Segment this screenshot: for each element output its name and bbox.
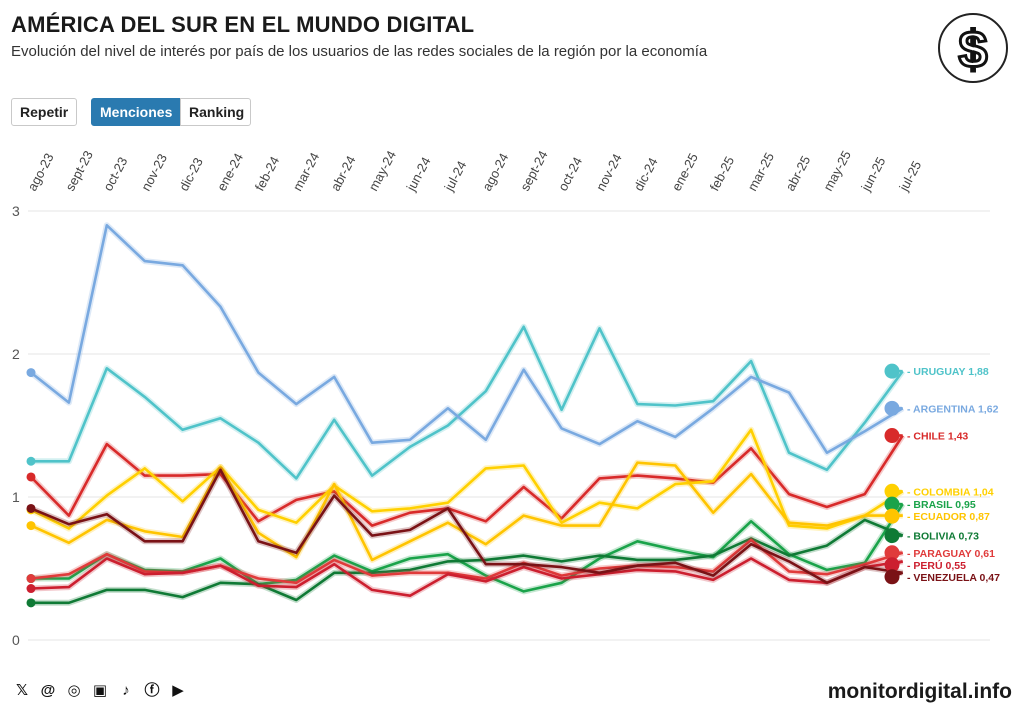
series-end-point: [884, 428, 900, 444]
dollar-logo-icon: $: [938, 13, 1008, 83]
series-end-label: - ECUADOR 0,87: [907, 511, 990, 523]
x-tick-label: mar-25: [745, 150, 778, 193]
x-tick-label: mar-24: [290, 150, 323, 193]
series-start-point: [26, 521, 36, 531]
y-tick-label: 0: [12, 632, 20, 648]
x-tick-label: may-25: [820, 148, 854, 193]
series-line-chile: [30, 434, 904, 527]
repeat-button[interactable]: Repetir: [11, 98, 77, 126]
series-end-label: - PERÚ 0,55: [907, 559, 966, 572]
tiktok-icon[interactable]: ♪: [122, 682, 130, 699]
x-tick-label: dic-24: [631, 155, 661, 193]
x-tick-label: abr-25: [782, 153, 813, 193]
y-tick-label: 1: [12, 489, 20, 505]
social-links: 𝕏 @ ◎ ▣ ♪ ⓕ ▶: [10, 678, 190, 704]
series-end-label: - CHILE 1,43: [907, 431, 968, 443]
y-tick-label: 3: [12, 203, 20, 219]
x-tick-label: ene-24: [214, 151, 246, 194]
series-start-point: [26, 456, 36, 466]
series-line-bolivia: [31, 518, 904, 605]
x-tick-label: jun-25: [858, 154, 889, 194]
x-tick-label: oct-24: [555, 154, 585, 193]
series-end-point: [884, 557, 900, 573]
x-tick-label: nov-24: [593, 151, 625, 193]
series-end-label: - VENEZUELA 0,47: [907, 572, 1000, 584]
x-tick-label: may-24: [366, 148, 400, 193]
series-end-point: [884, 496, 900, 512]
x-tick-label: ene-25: [669, 151, 701, 194]
youtube-icon[interactable]: ▶: [172, 682, 184, 699]
y-tick-label: 2: [12, 346, 20, 362]
series-end-label: - PARAGUAY 0,61: [907, 548, 995, 560]
x-tick-label: feb-25: [707, 154, 738, 194]
site-url[interactable]: monitordigital.info: [827, 680, 1012, 703]
series-line-brasil: [31, 503, 904, 593]
series-end-point: [884, 508, 900, 524]
mentions-tab[interactable]: Menciones: [91, 98, 180, 126]
series-line-argentina: [30, 224, 904, 455]
series-line-halo: [31, 323, 906, 482]
series-end-point: [884, 528, 900, 544]
series-start-point: [26, 598, 36, 608]
facebook-icon[interactable]: ⓕ: [144, 682, 160, 699]
ranking-tab[interactable]: Ranking: [180, 98, 251, 126]
threads-icon[interactable]: @: [40, 682, 56, 699]
line-chart: ago-23 sept-23 oct-23 nov-23 dic-23 ene-24 feb…: [12, 148, 1000, 648]
x-tick-label: nov-23: [138, 151, 170, 193]
news-icon[interactable]: ▣: [92, 682, 108, 699]
series-start-point: [26, 472, 36, 482]
x-tick-label: feb-24: [252, 154, 283, 194]
x-tick-label: jul-25: [896, 158, 925, 194]
series-line-venezuela: [30, 468, 903, 585]
series-start-point: [26, 368, 36, 378]
series-end-label: - COLOMBIA 1,04: [907, 486, 994, 498]
x-tick-label: jun-24: [403, 154, 434, 194]
series-end-point: [884, 545, 900, 561]
series-end-point: [884, 569, 900, 585]
x-tick-label: abr-24: [328, 153, 359, 193]
series-line-ecuador: [30, 461, 903, 562]
series-line-perú: [30, 557, 903, 598]
series-line-colombia: [30, 428, 904, 530]
instagram-icon[interactable]: ◎: [67, 682, 81, 699]
x-icon[interactable]: 𝕏: [15, 682, 29, 699]
x-tick-label: sept-24: [517, 148, 551, 193]
x-tick-label: oct-23: [100, 154, 130, 193]
x-tick-label: sept-23: [62, 148, 96, 193]
series-end-label: - URUGUAY 1,88: [907, 366, 989, 378]
series-start-point: [26, 574, 36, 584]
series-line-uruguay: [31, 325, 904, 480]
series-end-point: [884, 483, 900, 499]
x-tick-label: ago-23: [24, 151, 56, 194]
series-start-point: [26, 584, 36, 594]
series-end-label: - BRASIL 0,95: [907, 499, 976, 511]
series-end-label: - BOLIVIA 0,73: [907, 531, 979, 543]
series-end-point: [884, 400, 900, 416]
page-subtitle: Evolución del nivel de interés por país …: [11, 43, 708, 60]
series-end-point: [884, 363, 900, 379]
series-end-label: - ARGENTINA 1,62: [907, 403, 999, 415]
x-tick-label: ago-24: [479, 151, 511, 194]
series-start-point: [26, 503, 36, 513]
x-tick-label: dic-23: [176, 155, 206, 193]
svg-text:$: $: [959, 21, 988, 79]
x-tick-label: jul-24: [441, 158, 470, 194]
page-title: AMÉRICA DEL SUR EN EL MUNDO DIGITAL: [11, 12, 475, 37]
